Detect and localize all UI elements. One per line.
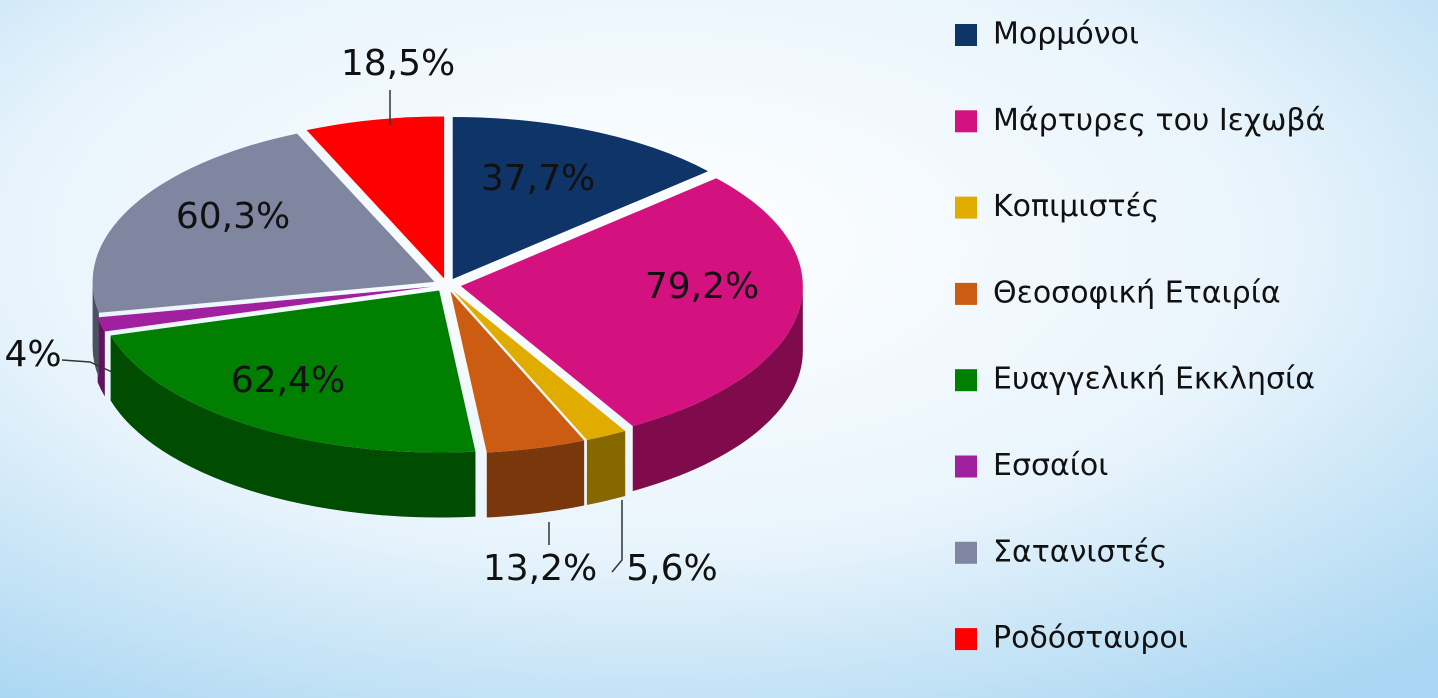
- legend-swatch: [955, 369, 977, 392]
- legend-swatch: [955, 628, 977, 651]
- leader-lines: [61, 90, 623, 573]
- legend-swatch: [955, 455, 977, 478]
- legend-label: Θεοσοφική Εταιρία: [993, 275, 1281, 310]
- data-label: 5,6%: [626, 548, 717, 589]
- pie-slice: [110, 290, 476, 453]
- pie-slice: [92, 133, 435, 313]
- legend-swatch: [955, 282, 977, 305]
- pie-slice: [460, 178, 803, 427]
- legend-swatch: [955, 196, 977, 219]
- pie-slice-side: [586, 430, 626, 506]
- legend-label: Ροδόσταυροι: [993, 621, 1188, 656]
- legend-swatch: [955, 541, 977, 564]
- pie-slice-side: [110, 335, 476, 518]
- data-label: 13,2%: [483, 548, 597, 589]
- legend-swatch: [955, 110, 977, 133]
- data-label: 60,3%: [176, 196, 290, 237]
- data-label: 37,7%: [481, 158, 595, 199]
- pie-slice: [306, 116, 445, 279]
- data-label: 18,5%: [341, 43, 455, 84]
- data-label: 79,2%: [645, 266, 759, 307]
- pie-slice-side: [486, 440, 585, 518]
- pie-slice-side: [97, 317, 105, 397]
- leader-line: [61, 359, 113, 373]
- data-label: 4%: [4, 334, 61, 375]
- leader-line: [611, 500, 623, 573]
- legend-label: Εσσαίοι: [993, 448, 1108, 483]
- legend-swatch: [955, 24, 977, 46]
- data-label: 62,4%: [231, 360, 345, 401]
- legend-label: Μάρτυρες του Ιεχωβά: [993, 103, 1325, 138]
- pie-slice-side: [92, 281, 99, 378]
- pie-slice: [97, 286, 434, 332]
- pie-slice-side: [632, 286, 803, 492]
- legend-label: Σατανιστές: [993, 534, 1167, 569]
- legend-label: Μορμόνοι: [993, 17, 1139, 52]
- pie-slice: [453, 290, 626, 441]
- pie-slice: [450, 291, 585, 453]
- legend-label: Κοπιμιστές: [993, 189, 1159, 224]
- legend-label: Ευαγγελική Εκκλησία: [993, 362, 1315, 397]
- pie-slice: [452, 116, 709, 279]
